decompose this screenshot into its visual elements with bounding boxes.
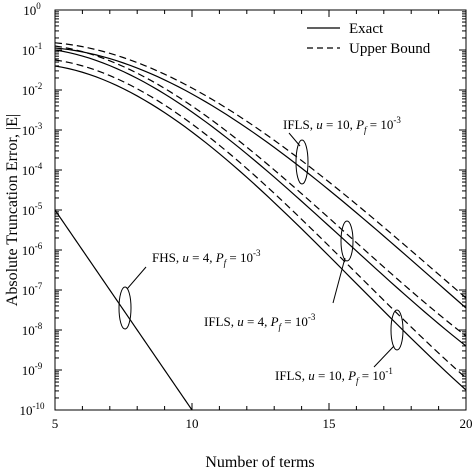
arrow-ifls-u10-pf3 xyxy=(288,132,301,147)
series-line-3 xyxy=(54,45,467,337)
curves-layer xyxy=(54,42,467,411)
y-tick-label--6: 10-6 xyxy=(22,241,43,258)
annotation-ifls-u10-pf3: IFLS, u = 10, Pf = 10-3 xyxy=(283,115,401,135)
series-line-5 xyxy=(54,59,467,379)
y-tick-label--7: 10-7 xyxy=(22,281,43,298)
y-tick-label--4: 10-4 xyxy=(22,161,43,178)
series-line-6 xyxy=(54,209,193,411)
tick-labels-layer: 5 10 15 20 100 10-1 10-2 10-3 10-4 10-5 10-6 10-7 10… xyxy=(20,1,473,431)
x-tick-label-15: 15 xyxy=(323,416,336,431)
y-tick-label-0: 100 xyxy=(23,1,41,18)
y-tick-label--3: 10-3 xyxy=(22,121,43,138)
arrow-ifls-u4-pf3 xyxy=(332,257,346,304)
series-line-4 xyxy=(54,65,467,391)
ticks-layer xyxy=(54,9,467,411)
x-tick-label-10: 10 xyxy=(186,416,199,431)
series-line-2 xyxy=(54,49,467,347)
y-tick-label--8: 10-8 xyxy=(22,321,43,338)
x-axis-label: Number of terms xyxy=(205,454,314,470)
series-line-0 xyxy=(54,47,467,309)
annotation-ifls-u10-pf1: IFLS, u = 10, Pf = 10-1 xyxy=(275,366,393,386)
annotation-fhs-u4-pf3: FHS, u = 4, Pf = 10-3 xyxy=(152,248,261,268)
arrow-ifls-u10-pf1 xyxy=(373,345,395,368)
y-tick-label--5: 10-5 xyxy=(22,201,43,218)
arrow-fhs-u4-pf3 xyxy=(126,266,147,290)
legend-label-exact: Exact xyxy=(349,21,384,37)
ellipse-ifls-u10-pf1 xyxy=(390,309,404,351)
x-tick-label-20: 20 xyxy=(460,416,473,431)
y-tick-label--2: 10-2 xyxy=(22,81,43,98)
y-axis-label: Absolute Truncation Error, |E| xyxy=(4,114,21,306)
annotation-ifls-u4-pf3: IFLS, u = 4, Pf = 10-3 xyxy=(204,312,316,332)
ellipse-ifls-u10-pf3 xyxy=(295,139,309,185)
y-tick-label--1: 10-1 xyxy=(22,41,43,58)
legend: Exact Upper Bound xyxy=(307,21,431,57)
y-tick-label--10: 10-10 xyxy=(20,401,45,418)
legend-label-upper-bound: Upper Bound xyxy=(349,41,431,57)
plot-frame xyxy=(54,9,467,411)
ellipse-ifls-u4-pf3 xyxy=(340,220,354,262)
series-line-1 xyxy=(54,42,467,299)
y-tick-label--9: 10-9 xyxy=(22,361,43,378)
ellipse-fhs-u4-pf3 xyxy=(118,286,132,330)
annotation-markers xyxy=(118,132,404,368)
x-tick-label-5: 5 xyxy=(52,416,59,431)
